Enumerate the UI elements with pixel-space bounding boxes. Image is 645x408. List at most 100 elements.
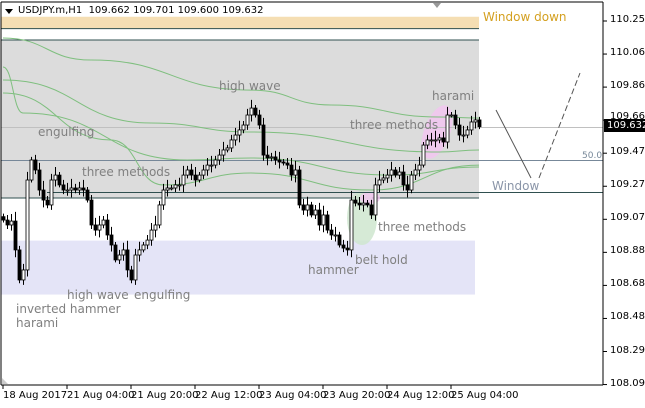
bull-candle-body [449, 114, 454, 117]
bull-candle-body [245, 114, 250, 126]
bull-candle-body [269, 156, 274, 159]
candle [13, 211, 18, 258]
bull-candle-body [121, 249, 126, 256]
bear-candle-body [73, 187, 78, 191]
bull-candle-body [409, 174, 414, 191]
bear-candle-body [297, 169, 302, 206]
price-tick-label: 109.275 [610, 179, 645, 191]
candle [225, 144, 230, 153]
candle [245, 108, 250, 130]
candle [109, 226, 114, 252]
bear-candle-body [441, 137, 446, 143]
bull-candle-body [205, 164, 210, 171]
bull-candle-body [157, 204, 162, 226]
bull-candle-body [209, 164, 214, 167]
bull-candle-body [249, 107, 254, 116]
bull-candle-body [293, 169, 298, 176]
bull-candle-body [461, 134, 466, 137]
bear-candle-body [129, 269, 134, 281]
annotation-three-methods: three methods [378, 220, 467, 234]
candle [193, 166, 198, 187]
price-tick-label: 108.685 [610, 278, 645, 290]
bull-candle-body [197, 174, 202, 181]
bear-candle-body [261, 124, 266, 156]
candle [117, 249, 122, 265]
candle [329, 223, 334, 240]
time-tick-label: 21 Aug 20:00 [131, 390, 199, 401]
candle [65, 182, 70, 196]
candle [461, 125, 466, 143]
candle [9, 213, 14, 231]
candle [385, 168, 390, 183]
bear-candle-body [1, 216, 6, 221]
annotation-window: Window [492, 179, 540, 193]
candle [441, 131, 446, 147]
price-tick-label: 109.860 [610, 80, 645, 92]
bear-candle-body [81, 187, 86, 191]
bear-candle-body [265, 154, 270, 159]
candle [369, 199, 374, 220]
candle [93, 217, 98, 236]
moving-average-line-2 [2, 79, 480, 153]
bear-candle-body [289, 164, 294, 176]
candle [301, 198, 306, 215]
price-tick-label: 110.255 [610, 14, 645, 25]
corner-marker-icon [2, 378, 8, 384]
candle [349, 190, 354, 258]
scroll-marker-icon[interactable] [433, 3, 441, 8]
candle [69, 178, 74, 198]
bull-candle-body [177, 184, 182, 187]
candle [101, 215, 106, 229]
bear-candle-body [457, 124, 462, 136]
candle [73, 183, 78, 194]
bear-candle-body [341, 244, 346, 249]
bull-candle-body [473, 119, 478, 123]
candle [469, 115, 474, 135]
bull-candle-body [173, 184, 178, 189]
bear-candle-body [33, 159, 38, 171]
bear-candle-body [353, 199, 358, 204]
candle [313, 204, 318, 220]
bull-candle-body [429, 139, 434, 142]
candle [269, 152, 274, 162]
candle [201, 164, 206, 180]
bear-candle-body [253, 107, 258, 116]
bear-candle-body [337, 234, 342, 246]
bear-candle-body [453, 114, 458, 126]
candle [81, 179, 86, 197]
bull-candle-body [137, 249, 142, 256]
annotation-belt-hold: belt hold [355, 253, 408, 267]
candle [229, 134, 234, 153]
candle [381, 173, 386, 184]
candle [249, 99, 254, 122]
moving-average-line-4 [2, 92, 480, 191]
bull-candle-body [385, 174, 390, 179]
bull-candle-body [213, 159, 218, 166]
bull-candle-body [97, 224, 102, 231]
candle [357, 196, 362, 210]
collapse-triangle-icon[interactable] [5, 9, 13, 14]
candle [429, 132, 434, 146]
bull-candle-body [217, 154, 222, 161]
bull-candle-body [321, 214, 326, 226]
candle [141, 241, 146, 253]
candle [241, 120, 246, 134]
bear-candle-body [401, 171, 406, 186]
window-down-zone [1, 16, 479, 29]
candle [321, 205, 326, 233]
candle [37, 162, 42, 196]
bear-candle-body [109, 234, 114, 246]
candle [433, 130, 438, 148]
candle [413, 163, 418, 180]
candle [297, 165, 302, 209]
lavender-zone [1, 240, 475, 295]
candle [305, 196, 310, 217]
candle [77, 181, 82, 195]
annotation-harami: harami [16, 316, 59, 330]
bull-candle-body [305, 204, 310, 211]
time-tick-label: 24 Aug 12:00 [387, 390, 455, 401]
annotation-hammer: hammer [308, 263, 359, 277]
bear-candle-body [193, 174, 198, 181]
price-tick-label: 110.060 [610, 47, 645, 59]
